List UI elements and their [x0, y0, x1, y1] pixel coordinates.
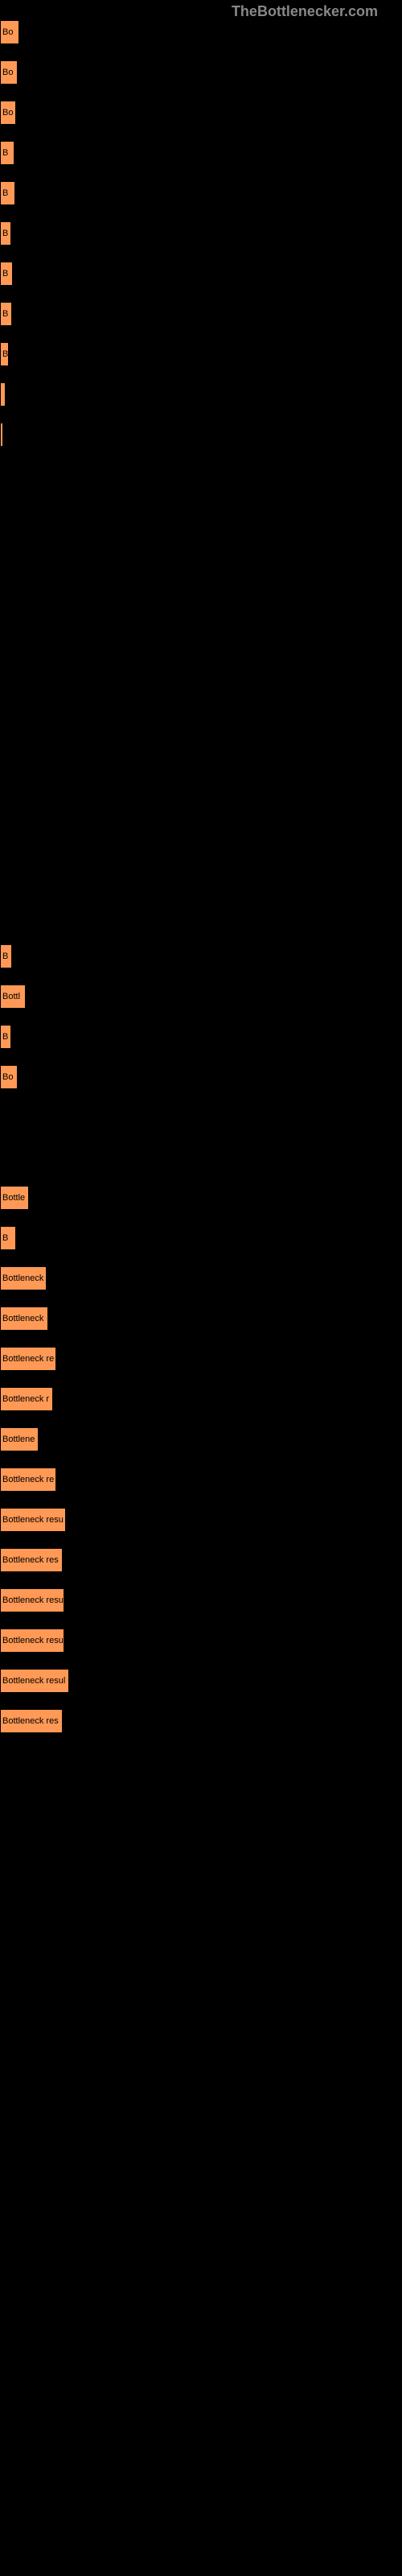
bar-row: Bo: [0, 1065, 402, 1105]
bar: Bottle: [0, 1186, 29, 1210]
bar: Bo: [0, 20, 19, 44]
bar: Bottleneck res: [0, 1709, 63, 1733]
site-header: TheBottlenecker.com: [0, 0, 402, 20]
bar: Bo: [0, 101, 16, 125]
bar: B: [0, 1025, 11, 1049]
bar-row: Bottl: [0, 985, 402, 1025]
bar-row: B: [0, 1025, 402, 1065]
bar: Bottleneck resu: [0, 1629, 64, 1653]
bar-row: B: [0, 302, 402, 342]
bar: Bottlene: [0, 1427, 39, 1451]
bar-row: Bottle: [0, 1186, 402, 1226]
chart-spacer-2: [0, 1105, 402, 1186]
bar-row: Bottleneck resu: [0, 1588, 402, 1629]
bar-row: B: [0, 342, 402, 382]
bar-row: Bottleneck re: [0, 1347, 402, 1387]
bar: Bottl: [0, 985, 26, 1009]
bar-chart: BoBoBoBBBBBB BBottlBBo BottleBBottleneck…: [0, 20, 402, 1749]
chart-section-1: BoBoBoBBBBBB: [0, 20, 402, 463]
bar: Bo: [0, 60, 18, 85]
bar-row: Bottleneck res: [0, 1548, 402, 1588]
bar: B: [0, 342, 9, 366]
header-text: TheBottlenecker.com: [232, 3, 378, 19]
bar: B: [0, 221, 11, 246]
bar: [0, 423, 3, 447]
bar: Bottleneck re: [0, 1468, 56, 1492]
bar-row: Bottleneck resu: [0, 1508, 402, 1548]
bar-row: Bottleneck re: [0, 1468, 402, 1508]
bar-row: [0, 382, 402, 423]
bar-row: Bottleneck: [0, 1307, 402, 1347]
bar: B: [0, 302, 12, 326]
bar-row: Bottleneck: [0, 1266, 402, 1307]
bar: [0, 382, 6, 407]
bar-row: Bo: [0, 60, 402, 101]
bar: B: [0, 944, 12, 968]
bar-row: Bo: [0, 20, 402, 60]
bar-row: B: [0, 141, 402, 181]
bar: B: [0, 181, 15, 205]
chart-section-2: B Bottl B Bo: [0, 944, 402, 1105]
bar: Bo: [0, 1065, 18, 1089]
bar-row: Bottleneck res: [0, 1709, 402, 1749]
bar: Bottleneck r: [0, 1387, 53, 1411]
bar-row: [0, 423, 402, 463]
bar: Bottleneck re: [0, 1347, 56, 1371]
bar: Bottleneck resu: [0, 1508, 66, 1532]
bar-row: B: [0, 1226, 402, 1266]
bar: Bottleneck: [0, 1266, 47, 1290]
bar: B: [0, 141, 14, 165]
bar: Bottleneck resul: [0, 1669, 69, 1693]
bar-row: B: [0, 944, 402, 985]
bar-row: Bo: [0, 101, 402, 141]
bar: Bottleneck res: [0, 1548, 63, 1572]
bar-row: B: [0, 181, 402, 221]
bar-row: Bottlene: [0, 1427, 402, 1468]
bar: Bottleneck resu: [0, 1588, 64, 1612]
chart-spacer: [0, 463, 402, 944]
bar: B: [0, 262, 13, 286]
bar: Bottleneck: [0, 1307, 48, 1331]
chart-section-3: Bottle B Bottleneck Bottleneck Bottleneck re…: [0, 1186, 402, 1749]
bar: B: [0, 1226, 16, 1250]
bar-row: B: [0, 262, 402, 302]
bar-row: Bottleneck resul: [0, 1669, 402, 1709]
bar-row: Bottleneck r: [0, 1387, 402, 1427]
bar-row: Bottleneck resu: [0, 1629, 402, 1669]
bar-row: B: [0, 221, 402, 262]
